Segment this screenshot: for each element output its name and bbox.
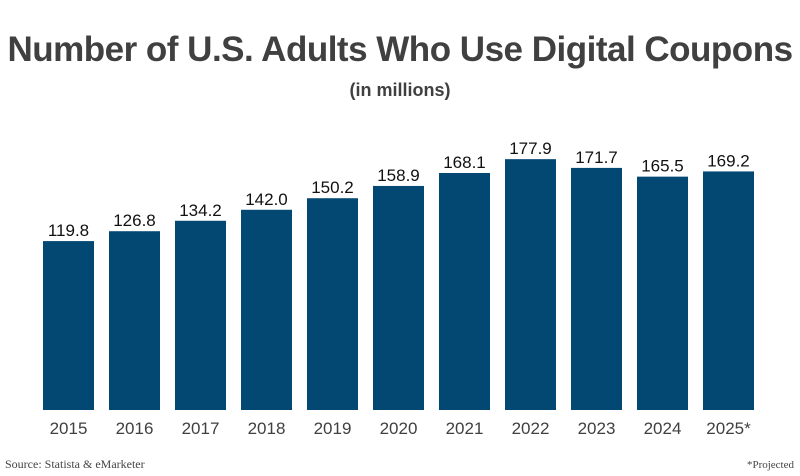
value-label: 177.9: [509, 139, 552, 158]
x-tick-labels-group: 2015 2016 2017 2018 2019 2020 2021 2022 2023 2024…: [50, 419, 752, 438]
projected-footnote: *Projected: [746, 459, 794, 471]
x-tick-label: 2015: [50, 419, 88, 438]
value-label: 165.5: [641, 157, 684, 176]
x-tick-label: 2017: [182, 419, 220, 438]
bar-2018: [241, 209, 292, 410]
bar-2015: [43, 241, 94, 410]
x-tick-label: 2024: [644, 419, 682, 438]
value-label: 171.7: [575, 148, 618, 167]
value-label: 158.9: [377, 166, 420, 185]
bar-2023: [571, 167, 622, 410]
value-label: 134.2: [179, 201, 222, 220]
x-tick-label: 2021: [446, 419, 484, 438]
value-label: 168.1: [443, 153, 486, 172]
bar-2025: [703, 171, 754, 410]
source-note: Source: Statista & eMarketer: [5, 457, 145, 471]
value-label: 142.0: [245, 190, 288, 209]
x-tick-label: 2018: [248, 419, 286, 438]
value-label: 119.8: [48, 221, 89, 240]
bar-2021: [439, 172, 490, 410]
bar-2019: [307, 198, 358, 410]
chart-title: Number of U.S. Adults Who Use Digital Co…: [7, 30, 793, 69]
x-tick-label: 2022: [512, 419, 550, 438]
bar-2020: [373, 185, 424, 410]
x-tick-label: 2019: [314, 419, 352, 438]
x-tick-label: 2020: [380, 419, 418, 438]
bar-2022: [505, 159, 556, 410]
bars-group: [43, 159, 754, 410]
value-label: 126.8: [113, 211, 156, 230]
value-labels-group: 119.8 126.8 134.2 142.0 150.2 158.9 168.1 177.9…: [48, 139, 750, 240]
value-label: 150.2: [311, 178, 354, 197]
chart-subtitle: (in millions): [349, 80, 451, 100]
x-tick-label: 2016: [116, 419, 154, 438]
value-label: 169.2: [707, 151, 750, 170]
bar-2017: [175, 220, 226, 410]
bar-2016: [109, 231, 160, 410]
x-tick-label: 2023: [578, 419, 616, 438]
x-tick-label: 2025*: [706, 419, 751, 438]
bar-2024: [637, 176, 688, 410]
